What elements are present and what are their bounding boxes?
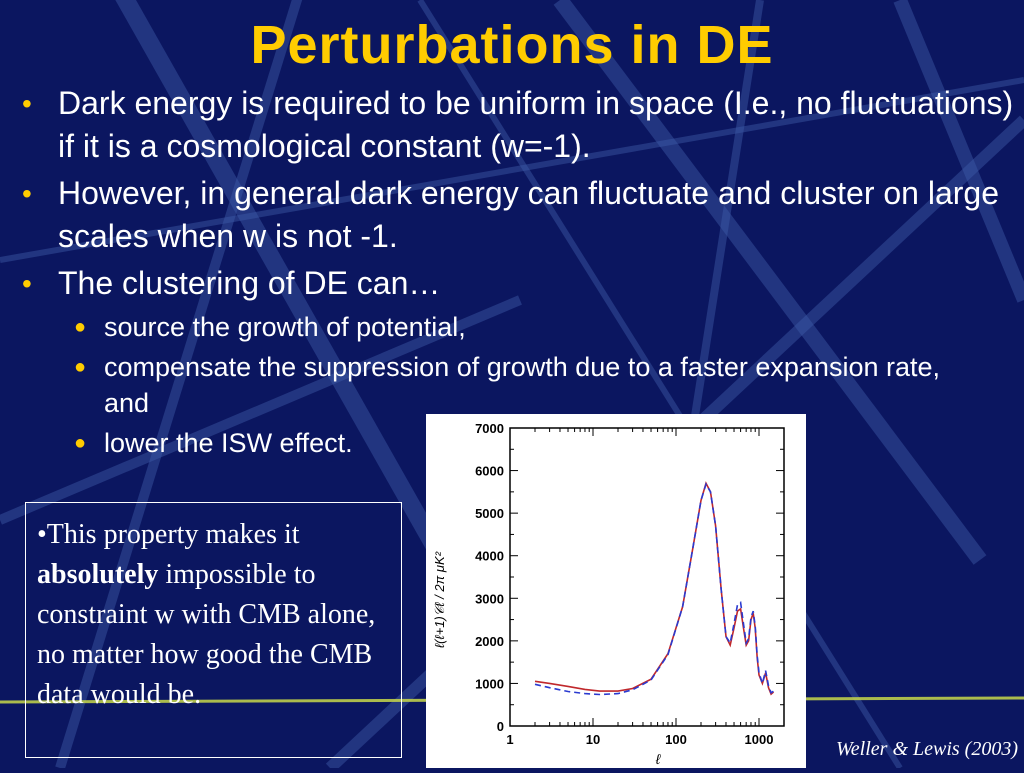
- sub-bullet-text: source the growth of potential,: [104, 312, 466, 342]
- sub-bullet-text: compensate the suppression of growth due…: [104, 352, 941, 418]
- sub-bullet-marker-icon: ●: [74, 316, 87, 338]
- note-text-part2: impossible to constraint w with CMB alon…: [37, 559, 376, 710]
- note-text-part1: •This property makes it: [37, 519, 300, 550]
- bullet-item: • The clustering of DE can…: [20, 262, 1020, 305]
- y-tick-label: 0: [497, 719, 504, 734]
- sub-bullet-item: ● source the growth of potential,: [20, 309, 1020, 345]
- bullet-marker-icon: •: [22, 178, 32, 209]
- y-tick-label: 4000: [475, 549, 504, 564]
- series-line-1: [534, 481, 775, 696]
- y-tick-label: 5000: [475, 506, 504, 521]
- bullet-text: The clustering of DE can…: [58, 265, 441, 301]
- sub-bullet-marker-icon: ●: [74, 432, 87, 454]
- series-line-2: [534, 482, 775, 696]
- x-tick-label: 1: [506, 732, 513, 747]
- y-tick-label: 6000: [475, 464, 504, 479]
- sub-bullet-item: ● compensate the suppression of growth d…: [20, 349, 944, 421]
- bullet-text: Dark energy is required to be uniform in…: [58, 85, 1014, 164]
- y-tick-label: 1000: [475, 676, 504, 691]
- bullet-item: • Dark energy is required to be uniform …: [20, 82, 1020, 168]
- slide-title: Perturbations in DE: [250, 15, 774, 75]
- x-axis-label: ℓ: [655, 751, 661, 767]
- bullet-list: • Dark energy is required to be uniform …: [20, 82, 1020, 465]
- note-textbox: •This property makes it absolutely impos…: [25, 502, 402, 758]
- cmb-power-spectrum-figure: ℓ(ℓ+1)𝒞ℓ / 2π μK² ℓ 0 1000 2000 3000 4000 500…: [426, 414, 806, 768]
- sub-bullet-text: lower the ISW effect.: [104, 428, 353, 458]
- cmb-power-spectrum-plot: ℓ(ℓ+1)𝒞ℓ / 2π μK² ℓ 0 1000 2000 3000 4000 500…: [432, 421, 785, 767]
- x-tick-label: 1000: [745, 732, 774, 747]
- y-tick-label: 2000: [475, 634, 504, 649]
- x-tick-label: 10: [586, 732, 600, 747]
- y-axis-label: ℓ(ℓ+1)𝒞ℓ / 2π μK²: [432, 551, 447, 648]
- note-text-bold: absolutely: [37, 559, 159, 590]
- sub-bullet-marker-icon: ●: [74, 356, 87, 378]
- y-tick-label: 7000: [475, 421, 504, 436]
- y-tick-label: 3000: [475, 591, 504, 606]
- bullet-marker-icon: •: [22, 88, 32, 119]
- x-tick-label: 100: [665, 732, 687, 747]
- bullet-marker-icon: •: [22, 268, 32, 299]
- sub-bullet-item: ● lower the ISW effect.: [20, 425, 1020, 461]
- credit-text: Weller & Lewis (2003): [835, 738, 1018, 760]
- bullet-item: • However, in general dark energy can fl…: [20, 172, 1020, 258]
- bullet-text: However, in general dark energy can fluc…: [58, 175, 999, 254]
